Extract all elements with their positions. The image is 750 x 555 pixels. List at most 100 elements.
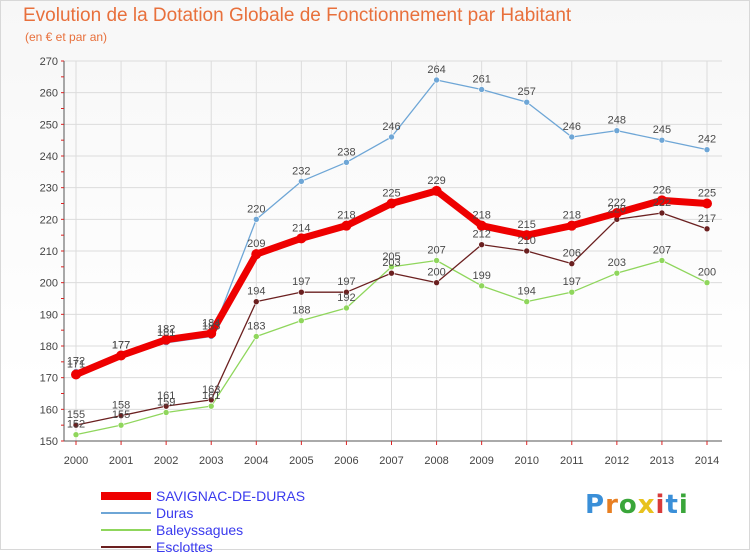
grid-lines xyxy=(64,60,722,442)
x-tick-label: 2013 xyxy=(650,455,674,467)
data-label: 264 xyxy=(427,64,445,76)
data-point xyxy=(523,298,531,305)
legend: SAVIGNAC-DE-DURAS Duras Baleyssagues Esclot… xyxy=(101,487,305,555)
data-label: 192 xyxy=(337,292,355,304)
data-point xyxy=(72,431,80,438)
data-point xyxy=(523,98,531,106)
legend-item: Duras xyxy=(101,504,305,521)
data-point xyxy=(388,269,395,277)
chart-title: Evolution de la Dotation Globale de Fonc… xyxy=(23,5,572,26)
x-tick-label: 2000 xyxy=(64,455,88,467)
data-point xyxy=(613,269,621,277)
data-point xyxy=(251,249,262,260)
data-label: 246 xyxy=(382,121,400,133)
data-point xyxy=(296,233,307,244)
data-point xyxy=(252,216,260,223)
data-point xyxy=(298,317,305,324)
data-label: 220 xyxy=(247,203,265,215)
data-point xyxy=(703,146,711,153)
data-point xyxy=(207,402,215,410)
data-point xyxy=(523,247,531,255)
data-label: 261 xyxy=(472,74,490,86)
data-label: 205 xyxy=(382,251,400,263)
y-tick-label: 240 xyxy=(40,151,58,163)
x-axis-ticks: 2000 2001 2002 2003 2004 2005 2006 2007 2008 2009… xyxy=(64,441,719,467)
data-label: 163 xyxy=(202,384,220,396)
data-label: 188 xyxy=(292,305,310,317)
data-label: 194 xyxy=(247,286,265,298)
legend-item: Baleyssagues xyxy=(101,521,305,538)
data-point xyxy=(343,159,350,166)
data-point xyxy=(162,402,170,410)
data-labels: 1711771821842092142182252292182152182222… xyxy=(67,64,716,431)
y-tick-label: 160 xyxy=(40,404,58,416)
x-tick-label: 2008 xyxy=(424,455,448,467)
data-label: 217 xyxy=(698,213,716,225)
y-tick-label: 250 xyxy=(40,119,58,131)
data-point xyxy=(116,350,127,361)
logo-letter: t xyxy=(665,490,679,520)
data-point xyxy=(117,412,125,419)
y-tick-label: 220 xyxy=(40,214,58,226)
data-label: 183 xyxy=(247,321,265,333)
data-label: 225 xyxy=(698,188,716,200)
data-point xyxy=(478,86,485,93)
data-label: 225 xyxy=(382,188,400,200)
x-tick-label: 2009 xyxy=(469,455,493,467)
data-label: 246 xyxy=(563,121,581,133)
data-point xyxy=(343,288,350,296)
y-tick-label: 190 xyxy=(40,309,58,321)
data-point xyxy=(117,421,125,429)
data-point xyxy=(568,133,576,141)
data-label: 155 xyxy=(112,409,130,421)
data-label: 197 xyxy=(292,276,310,288)
x-tick-label: 2014 xyxy=(695,455,719,467)
x-tick-label: 2011 xyxy=(560,455,584,467)
data-point xyxy=(386,198,397,209)
data-point xyxy=(521,230,532,241)
data-point xyxy=(298,288,305,296)
data-label: 218 xyxy=(337,210,355,222)
x-tick-label: 2010 xyxy=(514,455,538,467)
data-point xyxy=(162,409,170,416)
data-point xyxy=(568,260,576,267)
data-label: 194 xyxy=(518,286,536,298)
y-tick-label: 200 xyxy=(40,278,58,290)
data-label: 222 xyxy=(608,197,626,209)
legend-label: SAVIGNAC-DE-DURAS xyxy=(156,487,306,504)
y-tick-label: 230 xyxy=(40,183,58,195)
logo-letter: P xyxy=(585,490,606,520)
data-point xyxy=(206,328,217,339)
y-tick-label: 270 xyxy=(40,56,58,68)
x-tick-label: 2007 xyxy=(379,455,403,467)
x-tick-label: 2012 xyxy=(605,455,629,467)
legend-swatch xyxy=(101,545,151,548)
data-label: 177 xyxy=(112,340,130,352)
x-tick-label: 2004 xyxy=(244,455,268,467)
data-point xyxy=(343,304,350,312)
y-axis-ticks: 150 160 170 180 190 200 210 220 230 240 250 260 270 xyxy=(40,56,64,448)
data-point xyxy=(207,396,215,404)
data-label: 184 xyxy=(202,317,220,329)
data-label: 181 xyxy=(157,327,175,339)
data-label: 161 xyxy=(202,390,220,402)
data-label: 161 xyxy=(157,390,175,402)
data-point xyxy=(388,133,395,141)
data-point xyxy=(298,178,305,185)
legend-label: Baleyssagues xyxy=(156,521,244,538)
data-label: 207 xyxy=(427,245,445,257)
logo-letter: r xyxy=(605,490,619,520)
data-label: 155 xyxy=(67,409,85,421)
logo-letter: i xyxy=(655,490,666,520)
data-label: 226 xyxy=(653,184,671,196)
data-point xyxy=(613,127,621,134)
legend-item: SAVIGNAC-DE-DURAS xyxy=(101,487,305,504)
data-point xyxy=(478,282,485,290)
y-tick-label: 180 xyxy=(40,341,58,353)
data-point xyxy=(658,257,666,264)
data-point xyxy=(433,257,440,264)
y-tick-label: 150 xyxy=(40,436,58,448)
data-label: 215 xyxy=(518,219,536,231)
